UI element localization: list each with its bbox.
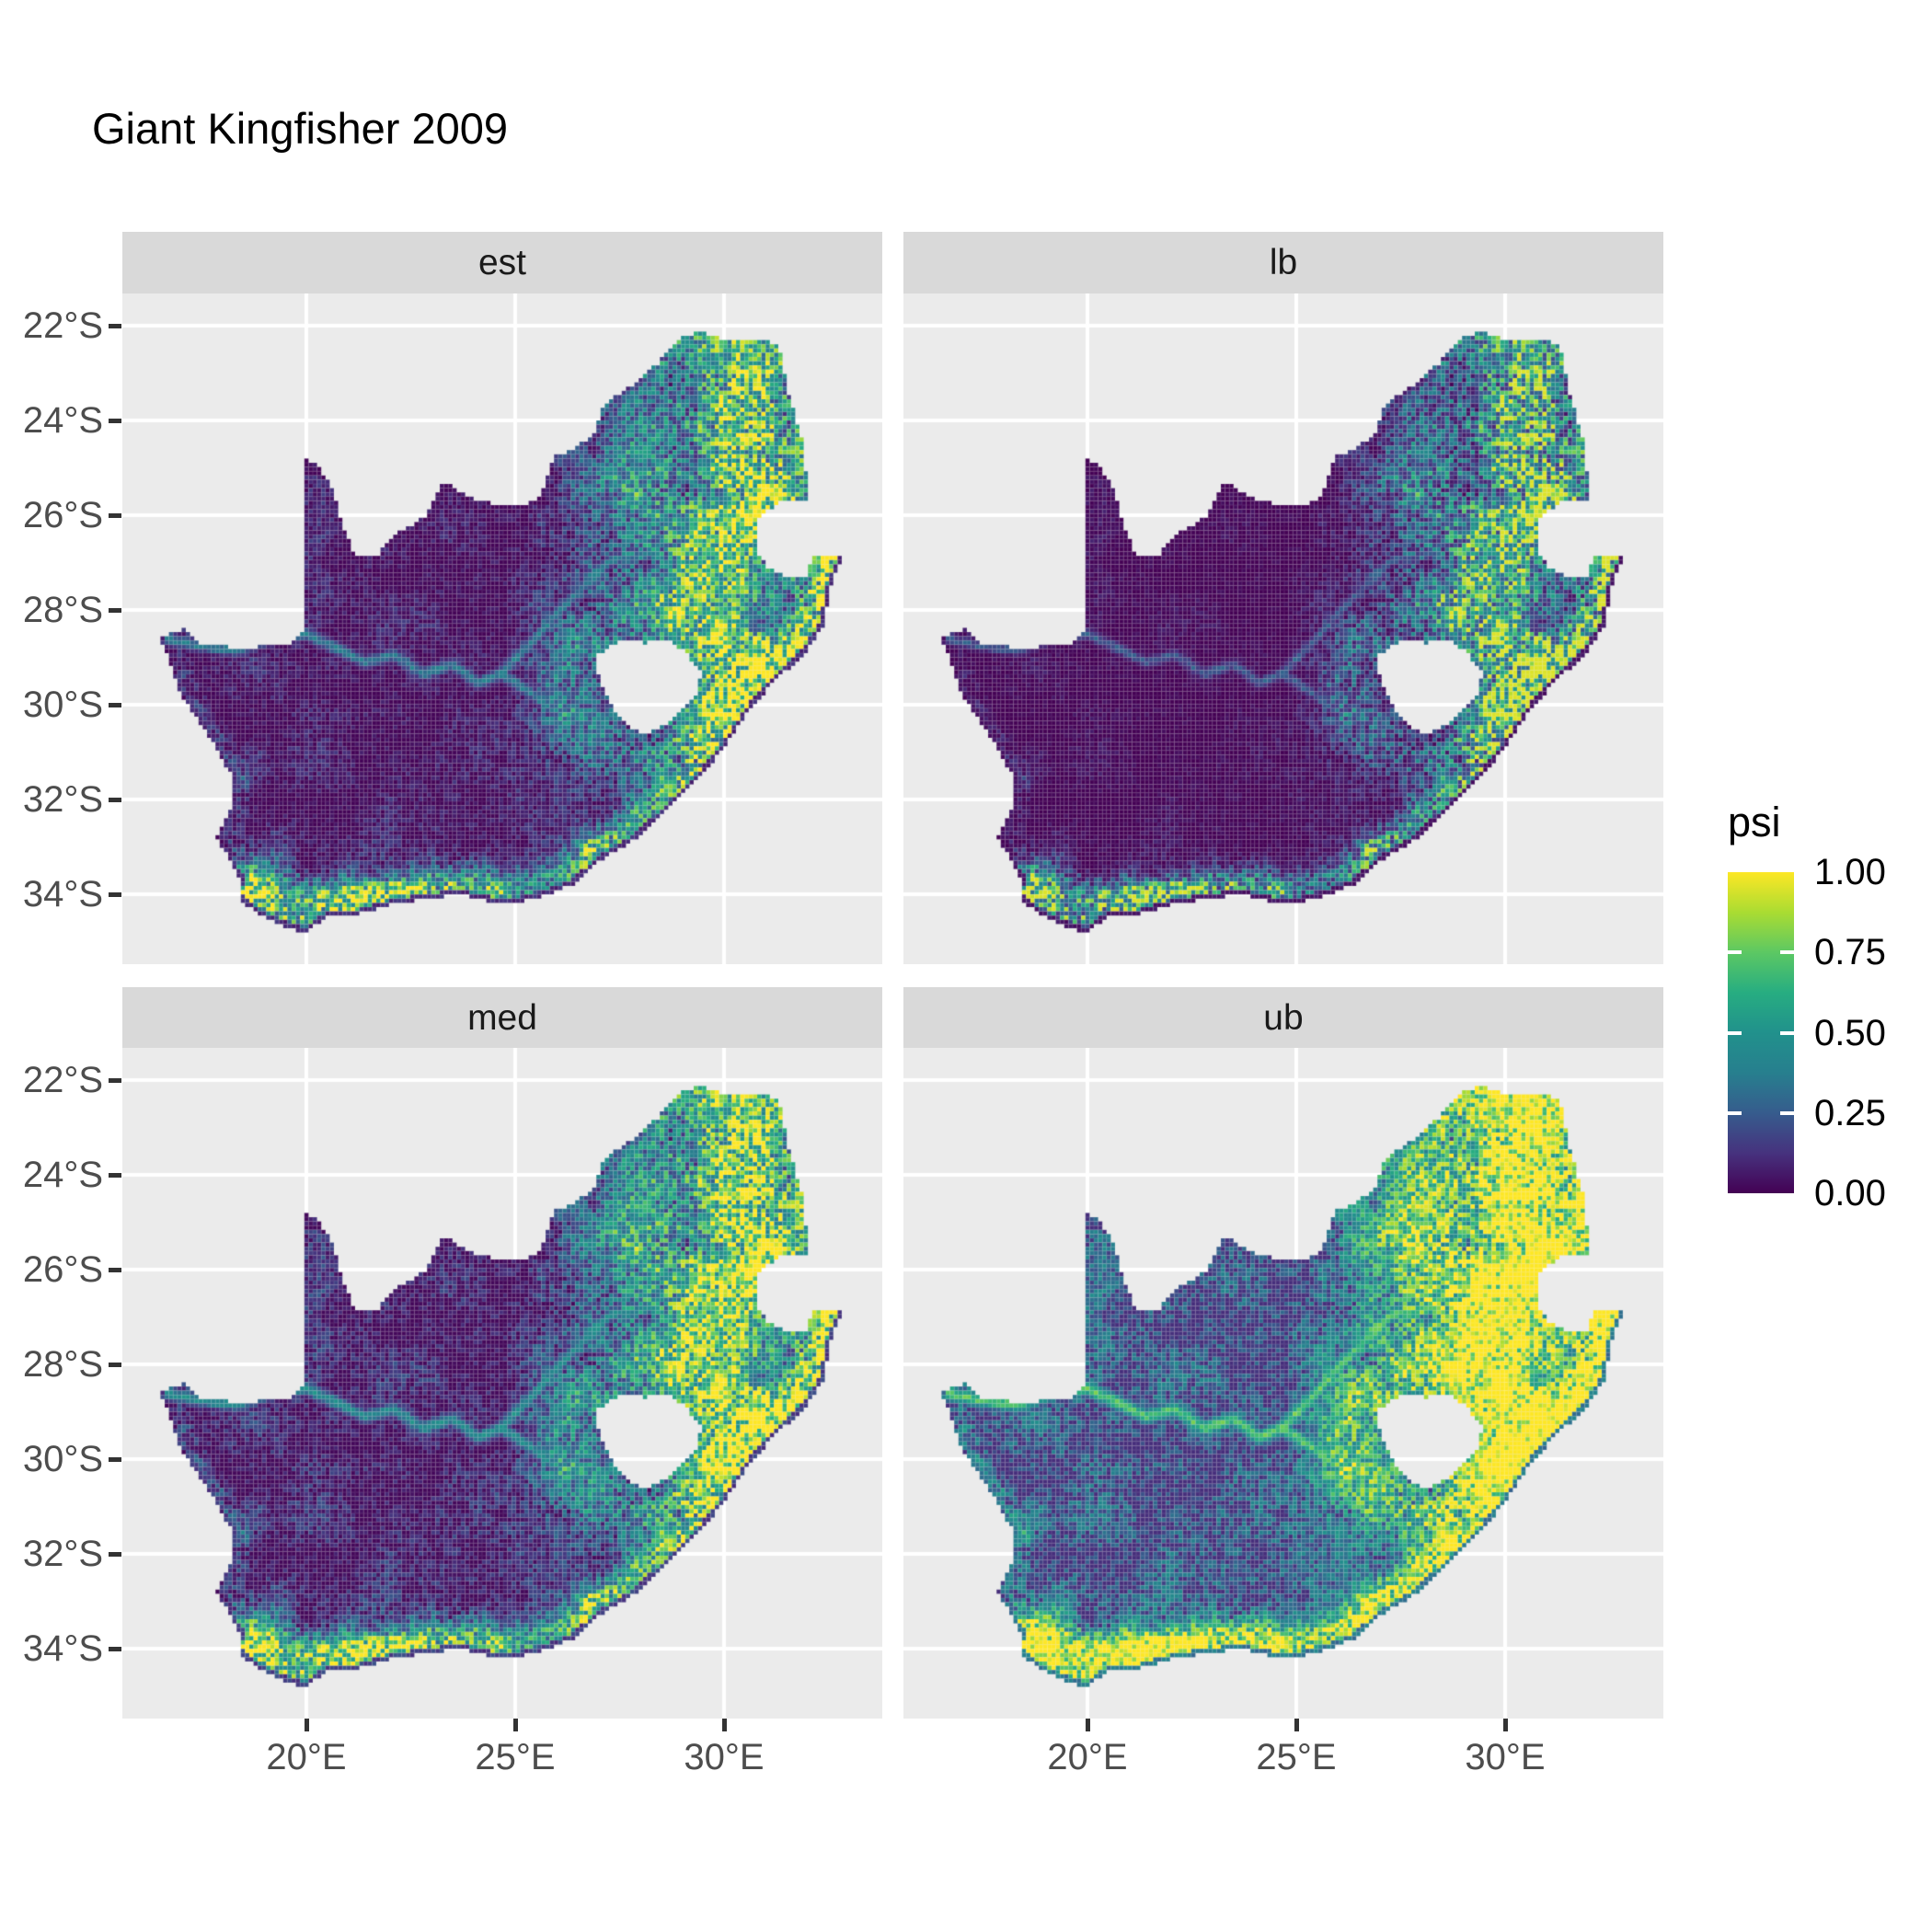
facet-strip-label: est [477,242,527,282]
facet-strip-est: est [122,232,882,293]
y-axis-tick-label: 32°S [22,779,103,820]
y-axis-tick-label: 22°S [22,305,103,346]
facet-strip-ub: ub [903,987,1663,1049]
legend-tick-mark [1780,950,1794,955]
x-axis-tick-mark [513,1719,518,1731]
y-axis-tick-label: 32°S [22,1534,103,1574]
y-axis-tick-label: 28°S [22,590,103,630]
y-axis-tick-mark [109,1457,121,1462]
x-axis-tick-mark [1503,1719,1508,1731]
x-axis-tick-mark [1086,1719,1090,1731]
legend-title: psi [1728,799,1781,845]
legend-tick-label: 1.00 [1814,852,1886,892]
legend-tick-mark [1780,1110,1794,1115]
y-axis-tick-label: 30°S [22,684,103,725]
y-axis-tick-mark [109,1552,121,1557]
y-axis-tick-mark [109,1363,121,1367]
x-axis-tick-mark [305,1719,309,1731]
y-axis-tick-mark [109,798,121,802]
y-axis-tick-mark [109,1268,121,1272]
x-axis-tick-label: 20°E [266,1737,347,1777]
legend-tick-label: 0.00 [1814,1173,1886,1213]
y-axis-tick-label: 26°S [22,1249,103,1290]
facet-strip-lb: lb [903,232,1663,293]
facet-strip-label: lb [1269,242,1298,282]
legend-tick-label: 0.50 [1814,1012,1886,1053]
y-axis-tick-label: 28°S [22,1344,103,1385]
y-axis-tick-label: 22°S [22,1060,103,1100]
y-axis-tick-mark [109,419,121,423]
legend-tick-mark [1728,1110,1742,1115]
y-axis-tick-mark [109,513,121,518]
facet-strip-med: med [122,987,882,1049]
y-axis-tick-label: 24°S [22,1155,103,1195]
legend-tick-mark [1728,950,1742,955]
legend-tick-label: 0.75 [1814,932,1886,973]
y-axis-tick-mark [109,1173,121,1178]
y-axis-tick-label: 34°S [22,874,103,914]
x-axis-tick-label: 20°E [1047,1737,1128,1777]
x-axis-tick-label: 30°E [1465,1737,1546,1777]
legend-tick-mark [1780,1030,1794,1035]
y-axis-tick-label: 30°S [22,1439,103,1479]
y-axis-tick-mark [109,892,121,897]
map-panel-ub [903,1048,1663,1719]
facet-strip-label: med [467,997,537,1038]
y-axis-tick-label: 24°S [22,400,103,441]
map-panel-lb [903,293,1663,964]
y-axis-tick-mark [109,703,121,707]
x-axis-tick-mark [722,1719,727,1731]
x-axis-tick-label: 30°E [684,1737,765,1777]
map-panel-est [122,293,882,964]
y-axis-tick-label: 26°S [22,495,103,535]
y-axis-tick-mark [109,608,121,613]
y-axis-tick-mark [109,324,121,328]
y-axis-tick-label: 34°S [22,1628,103,1669]
x-axis-tick-mark [1294,1719,1299,1731]
plot-title: Giant Kingfisher 2009 [92,104,509,153]
map-panel-med [122,1048,882,1719]
facet-strip-label: ub [1263,997,1304,1038]
y-axis-tick-mark [109,1078,121,1083]
x-axis-tick-label: 25°E [1256,1737,1337,1777]
y-axis-tick-mark [109,1647,121,1651]
legend-tick-label: 0.25 [1814,1092,1886,1133]
x-axis-tick-label: 25°E [475,1737,556,1777]
legend-tick-mark [1728,1030,1742,1035]
